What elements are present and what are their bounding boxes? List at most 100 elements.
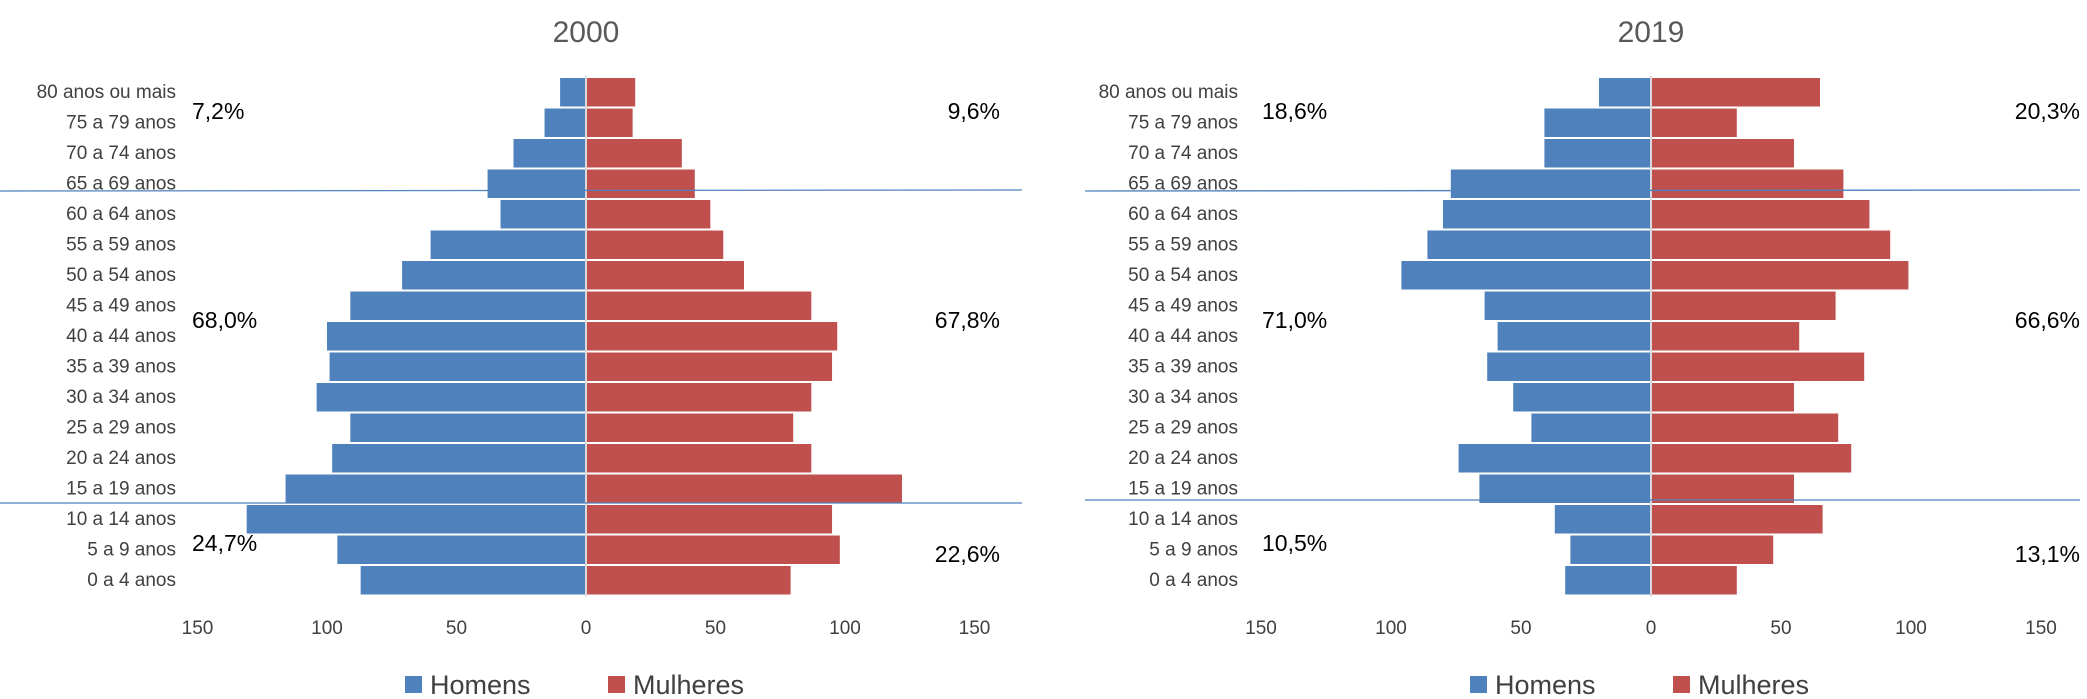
x-tick-c2019-4: 50 xyxy=(1770,618,1791,639)
category-label-c2000-16: 0 a 4 anos xyxy=(87,570,176,591)
bar-mulheres-c2019-11 xyxy=(1651,413,1839,442)
category-label-c2019-13: 15 a 19 anos xyxy=(1128,479,1238,500)
bar-homens-c2000-13 xyxy=(285,474,586,503)
legend-swatch-homens-c2019 xyxy=(1470,676,1487,693)
category-label-c2000-1: 75 a 79 anos xyxy=(66,113,176,134)
category-label-c2000-4: 60 a 64 anos xyxy=(66,204,176,225)
legend-swatch-mulheres-c2000 xyxy=(608,676,625,693)
bar-mulheres-c2000-14 xyxy=(586,505,833,534)
bar-mulheres-c2000-4 xyxy=(586,200,711,229)
x-tick-c2019-5: 100 xyxy=(1895,618,1927,639)
annotation-bottom-right-c2019: 13,1% xyxy=(2015,541,2080,567)
bar-mulheres-c2019-7 xyxy=(1651,291,1836,320)
bar-homens-c2000-6 xyxy=(402,261,586,290)
bar-homens-c2000-10 xyxy=(316,383,586,412)
category-label-c2000-11: 25 a 29 anos xyxy=(66,418,176,439)
chart-title-c2019: 2019 xyxy=(1618,16,1685,49)
bar-homens-c2000-8 xyxy=(327,322,586,351)
annotation-bottom-left-c2019: 10,5% xyxy=(1262,530,1327,556)
x-tick-c2000-1: 100 xyxy=(311,618,343,639)
bar-mulheres-c2000-1 xyxy=(586,108,633,137)
category-label-c2019-1: 75 a 79 anos xyxy=(1128,113,1238,134)
bar-mulheres-c2000-12 xyxy=(586,444,812,473)
legend-label-homens-c2000: Homens xyxy=(430,670,531,699)
category-label-c2019-12: 20 a 24 anos xyxy=(1128,448,1238,469)
bar-mulheres-c2019-8 xyxy=(1651,322,1800,351)
x-tick-c2000-4: 50 xyxy=(705,618,726,639)
bar-mulheres-c2019-15 xyxy=(1651,535,1774,564)
category-label-c2000-5: 55 a 59 anos xyxy=(66,235,176,256)
bar-homens-c2000-0 xyxy=(560,78,586,107)
legend-swatch-mulheres-c2019 xyxy=(1673,676,1690,693)
bar-mulheres-c2000-8 xyxy=(586,322,838,351)
bar-homens-c2000-4 xyxy=(500,200,586,229)
bar-mulheres-c2000-5 xyxy=(586,230,724,259)
category-label-c2000-10: 30 a 34 anos xyxy=(66,387,176,408)
category-label-c2019-3: 65 a 69 anos xyxy=(1128,174,1238,195)
x-tick-c2019-1: 100 xyxy=(1375,618,1407,639)
category-label-c2019-5: 55 a 59 anos xyxy=(1128,235,1238,256)
bar-mulheres-c2019-3 xyxy=(1651,169,1844,198)
bar-mulheres-c2000-0 xyxy=(586,78,636,107)
bar-mulheres-c2000-9 xyxy=(586,352,833,381)
bar-homens-c2000-1 xyxy=(544,108,586,137)
bar-homens-c2000-16 xyxy=(360,566,586,595)
bar-mulheres-c2000-6 xyxy=(586,261,744,290)
bar-homens-c2019-9 xyxy=(1487,352,1651,381)
bar-homens-c2019-3 xyxy=(1450,169,1651,198)
category-label-c2000-13: 15 a 19 anos xyxy=(66,479,176,500)
bar-mulheres-c2000-3 xyxy=(586,169,695,198)
legend-label-mulheres-c2019: Mulheres xyxy=(1698,670,1809,699)
bar-homens-c2019-1 xyxy=(1544,108,1651,137)
category-label-c2000-8: 40 a 44 anos xyxy=(66,326,176,347)
bar-mulheres-c2000-7 xyxy=(586,291,812,320)
category-label-c2000-2: 70 a 74 anos xyxy=(66,143,176,164)
annotation-top-left-c2000: 7,2% xyxy=(192,98,244,124)
category-label-c2000-14: 10 a 14 anos xyxy=(66,509,176,530)
bar-homens-c2019-12 xyxy=(1458,444,1651,473)
bar-homens-c2000-2 xyxy=(513,139,586,168)
category-label-c2000-12: 20 a 24 anos xyxy=(66,448,176,469)
bar-homens-c2000-7 xyxy=(350,291,586,320)
category-label-c2019-0: 80 anos ou mais xyxy=(1099,82,1238,103)
bar-homens-c2000-14 xyxy=(246,505,586,534)
bar-homens-c2019-15 xyxy=(1570,535,1651,564)
bar-mulheres-c2019-2 xyxy=(1651,139,1794,168)
bar-homens-c2000-11 xyxy=(350,413,586,442)
bar-homens-c2019-2 xyxy=(1544,139,1651,168)
x-tick-c2000-3: 0 xyxy=(581,618,592,639)
bar-mulheres-c2000-10 xyxy=(586,383,812,412)
bar-homens-c2019-11 xyxy=(1531,413,1651,442)
bar-homens-c2019-4 xyxy=(1443,200,1651,229)
category-label-c2000-9: 35 a 39 anos xyxy=(66,357,176,378)
category-label-c2000-7: 45 a 49 anos xyxy=(66,296,176,317)
category-label-c2019-8: 40 a 44 anos xyxy=(1128,326,1238,347)
bar-homens-c2019-16 xyxy=(1565,566,1651,595)
bar-mulheres-c2019-14 xyxy=(1651,505,1823,534)
bar-mulheres-c2019-0 xyxy=(1651,78,1820,107)
bar-homens-c2019-14 xyxy=(1554,505,1651,534)
bar-mulheres-c2000-11 xyxy=(586,413,794,442)
x-tick-c2000-2: 50 xyxy=(446,618,467,639)
x-tick-c2019-2: 50 xyxy=(1510,618,1531,639)
category-label-c2019-9: 35 a 39 anos xyxy=(1128,357,1238,378)
annotation-mid-left-c2019: 71,0% xyxy=(1262,307,1327,333)
legend-swatch-homens-c2000 xyxy=(405,676,422,693)
x-tick-c2019-0: 150 xyxy=(1245,618,1277,639)
category-label-c2019-6: 50 a 54 anos xyxy=(1128,265,1238,286)
x-tick-c2000-6: 150 xyxy=(959,618,991,639)
category-label-c2019-14: 10 a 14 anos xyxy=(1128,509,1238,530)
x-tick-c2000-0: 150 xyxy=(182,618,214,639)
category-label-c2000-6: 50 a 54 anos xyxy=(66,265,176,286)
bar-homens-c2019-7 xyxy=(1484,291,1651,320)
category-label-c2019-16: 0 a 4 anos xyxy=(1149,570,1238,591)
bar-mulheres-c2019-4 xyxy=(1651,200,1870,229)
bar-mulheres-c2000-15 xyxy=(586,535,840,564)
bar-mulheres-c2019-5 xyxy=(1651,230,1891,259)
category-label-c2019-4: 60 a 64 anos xyxy=(1128,204,1238,225)
bar-homens-c2000-12 xyxy=(332,444,586,473)
annotation-top-right-c2019: 20,3% xyxy=(2015,98,2080,124)
legend-label-homens-c2019: Homens xyxy=(1495,670,1596,699)
category-label-c2000-3: 65 a 69 anos xyxy=(66,174,176,195)
category-label-c2019-15: 5 a 9 anos xyxy=(1149,540,1238,561)
